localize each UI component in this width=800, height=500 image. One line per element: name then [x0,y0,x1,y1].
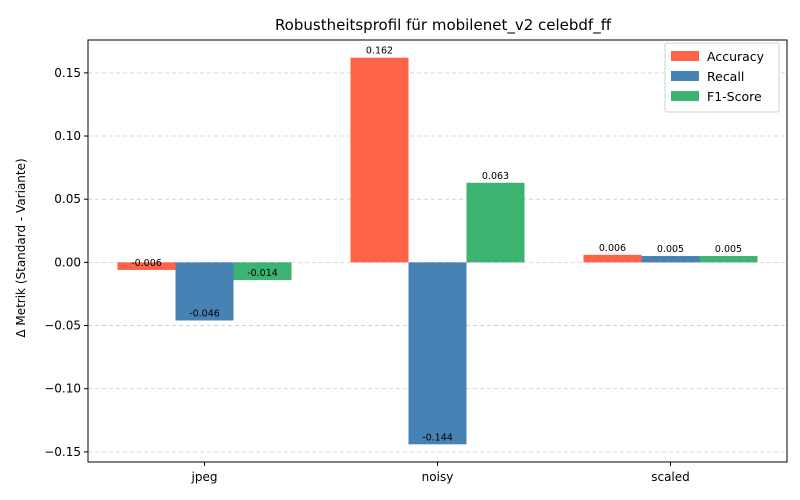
x-tick-label: scaled [651,470,690,484]
axes: −0.15 −0.10 −0.05 0.00 0.05 0.10 0.15 jpeg noisy… [44,39,788,484]
data-label: 0.005 [657,244,684,255]
bar-accuracy-jpeg [117,262,176,270]
chart-title: Robustheitsprofil für mobilenet_v2 celeb… [275,16,612,35]
y-tick-label: −0.10 [44,382,81,396]
bar-accuracy-noisy [350,57,409,263]
data-label: -0.144 [422,432,453,443]
data-label: -0.006 [131,258,162,269]
data-label: -0.046 [189,308,220,319]
plot-frame [87,39,788,463]
y-tick-label: 0.10 [54,129,81,143]
y-tick-label: 0.05 [54,192,81,206]
y-axis-label: Δ Metrik (Standard - Variante) [14,158,28,337]
legend-swatch [671,71,699,81]
data-label: 0.005 [715,244,742,255]
bar-recall-jpeg [175,262,234,321]
bar-recall-scaled [641,256,700,263]
bar-f1-score-noisy [466,182,525,263]
y-tick-label: 0.00 [54,255,81,269]
bar-accuracy-scaled [583,254,642,263]
x-tick-label: jpeg [191,470,218,484]
data-label: 0.162 [366,46,393,57]
data-label: 0.006 [599,243,626,254]
x-tick-label: noisy [422,470,454,484]
bar-f1-score-scaled [699,256,758,263]
legend-swatch [671,51,699,61]
bar-recall-noisy [408,262,467,445]
legend-label: Recall [707,69,744,84]
y-tick-label: −0.05 [44,319,81,333]
data-label: 0.063 [482,171,509,182]
legend: Accuracy Recall F1-Score [664,42,780,113]
bar-f1-score-jpeg [233,262,292,281]
legend-label: F1-Score [707,89,762,104]
y-tick-label: −0.15 [44,445,81,459]
bars [117,57,758,445]
legend-label: Accuracy [707,49,765,64]
y-tick-label: 0.15 [54,66,81,80]
legend-swatch [671,91,699,101]
data-label: -0.014 [247,268,278,279]
data-labels: -0.006 -0.046 -0.014 0.162 -0.144 0.063 0.006 0… [131,46,742,444]
